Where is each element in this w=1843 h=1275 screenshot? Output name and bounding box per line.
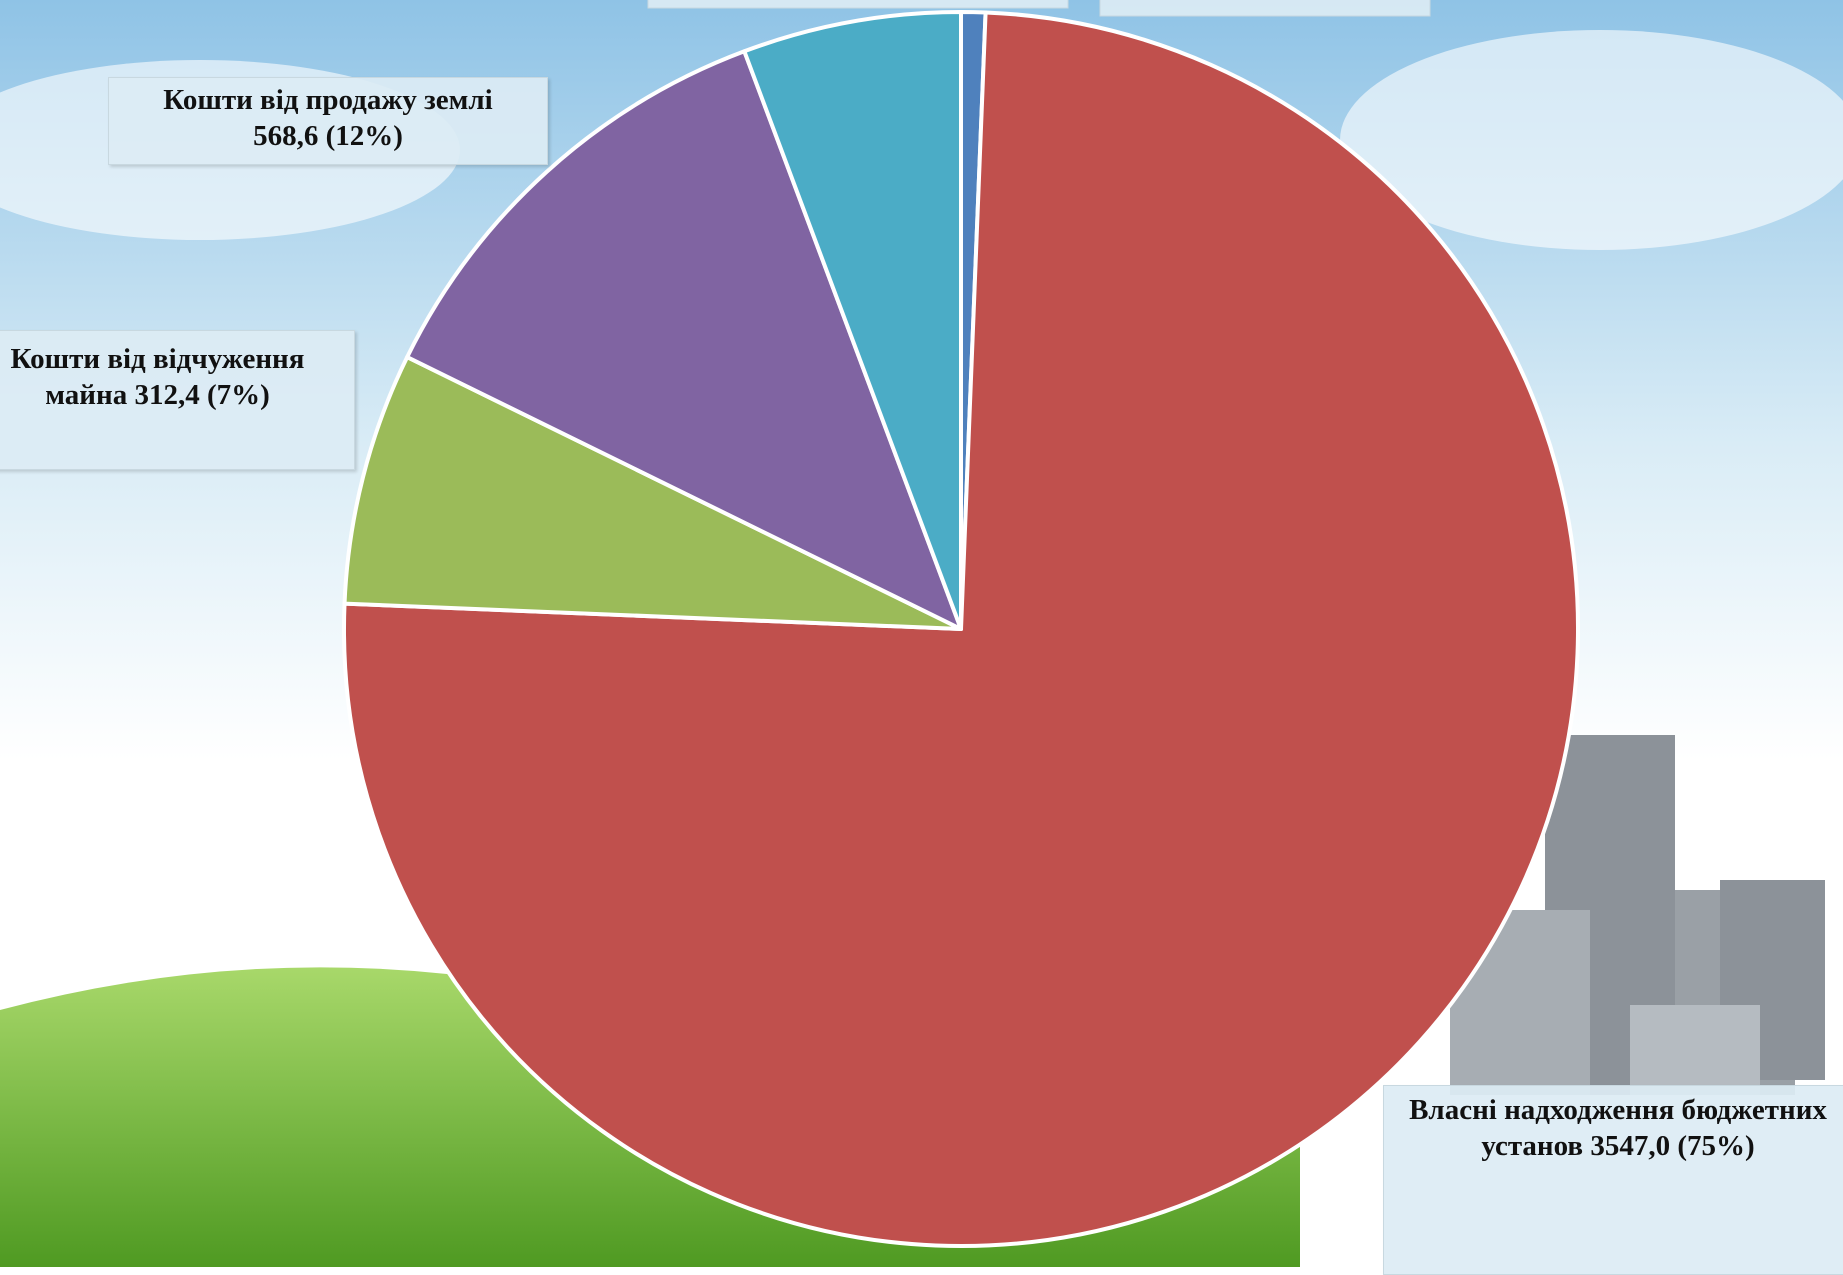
label-box <box>1099 0 1431 17</box>
data-label: Кошти від відчуження майна 312,4 (7%) <box>0 330 355 470</box>
category-label: Кошти від продажу землі <box>163 84 493 116</box>
category-label: Кошти від відчуження майна <box>10 343 305 411</box>
buildings <box>1450 735 1825 1095</box>
value-label: 568,6 (12%) <box>253 120 403 152</box>
pie-slice <box>742 10 963 631</box>
value-label: 3547,0 (75%) <box>1590 1130 1755 1162</box>
category-label: Власні надходження бюджетних установ <box>1409 1094 1827 1162</box>
data-label: Кошти від продажу землі 568,6 (12%) <box>108 77 548 165</box>
building <box>1630 1005 1760 1095</box>
label-box <box>647 0 1069 9</box>
data-label: Власні надходження бюджетних установ 354… <box>1383 1085 1843 1275</box>
cloud <box>1340 30 1843 250</box>
value-label: 312,4 (7%) <box>134 379 270 411</box>
pie-slice <box>405 49 963 631</box>
pie-slice <box>342 355 963 631</box>
